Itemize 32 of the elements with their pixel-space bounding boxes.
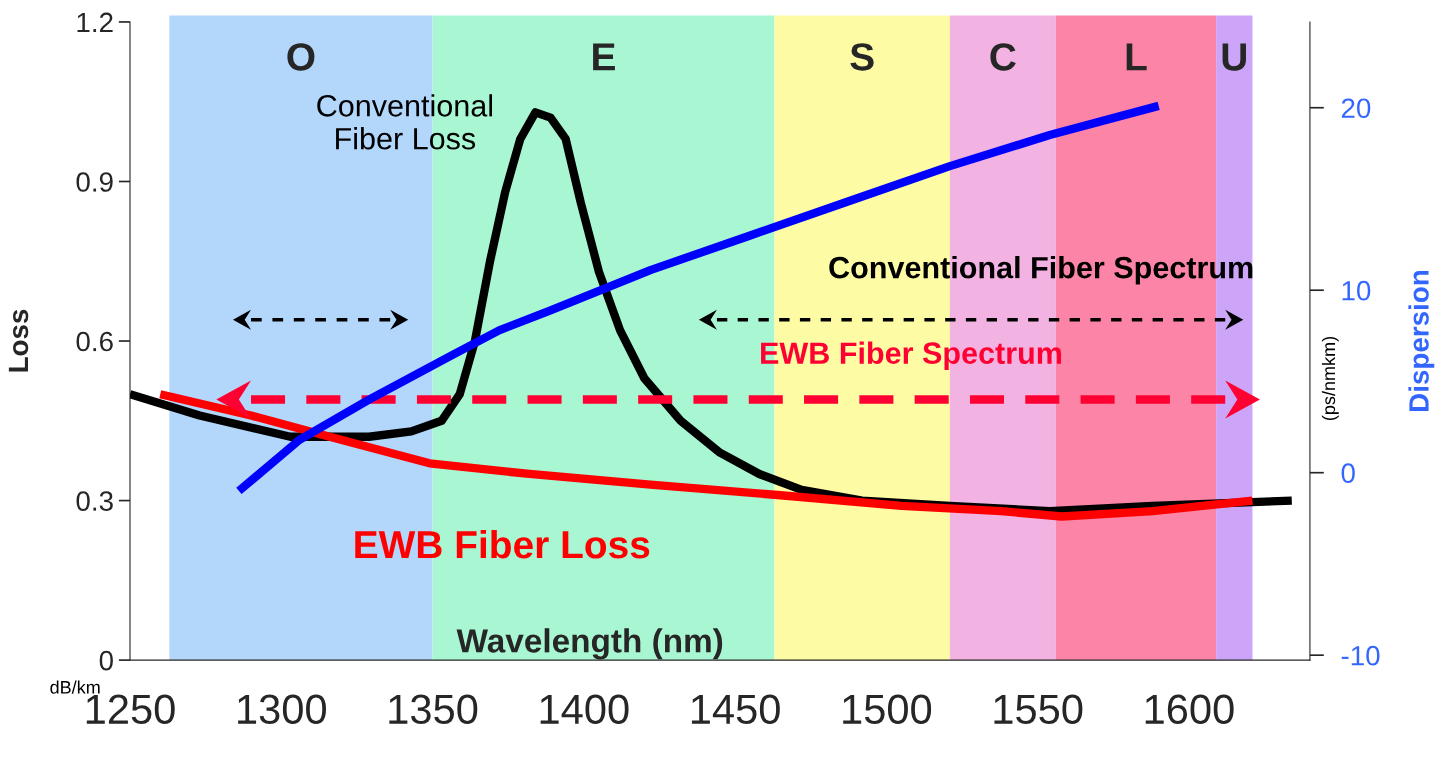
band-label: S (850, 43, 874, 71)
text: dB/km (50, 680, 100, 694)
x-axis-title: Wavelength (nm) (456, 628, 723, 660)
band-label: U (1222, 43, 1246, 71)
annotation: Conventional Fiber Spectrum (829, 256, 1253, 285)
y2-tick-label: 0 (1341, 463, 1355, 484)
y2-axis-title: Dispersion (1408, 270, 1435, 411)
x-tick-label: 1300 (238, 694, 326, 725)
x-tick-label: 1350 (389, 694, 478, 725)
band-label: L (1126, 43, 1147, 71)
x-tick-label: 1600 (1145, 694, 1234, 725)
annotation: Conventional Fiber Loss (317, 94, 493, 150)
y-tick-label: 0.9 (76, 172, 113, 192)
band-label: O (287, 43, 315, 71)
y2-tick-label: 20 (1341, 98, 1371, 119)
x-tick-label: 1450 (691, 694, 780, 725)
annotation: EWB Fiber Spectrum (761, 341, 1062, 371)
band-label: C (990, 43, 1016, 71)
y-tick-label: 1.2 (77, 12, 113, 33)
y2-tick-label: -10 (1341, 645, 1380, 666)
y-axis-title: Loss (8, 309, 29, 372)
y-tick-label: 0.6 (76, 331, 113, 352)
x-tick-label: 1500 (843, 694, 932, 725)
y2-tick-label: 10 (1342, 280, 1371, 301)
band-label: E (593, 43, 615, 71)
x-tick-label: 1550 (994, 694, 1083, 725)
y-tick-label: 0.3 (76, 491, 113, 511)
annotation: EWB Fiber Loss (355, 529, 650, 559)
text: (ps/nmkm) (1321, 336, 1339, 421)
x-tick-label: 1250 (86, 694, 175, 725)
y-tick-label: 0 (99, 650, 113, 671)
x-tick-label: 1400 (540, 694, 629, 725)
